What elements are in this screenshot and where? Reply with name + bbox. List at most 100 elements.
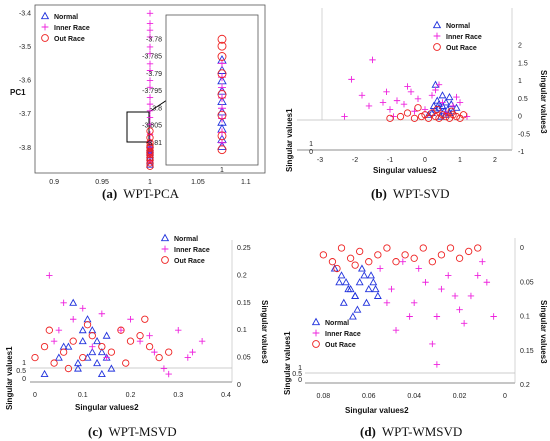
svd-point bbox=[456, 99, 464, 106]
legend-marker bbox=[40, 11, 50, 20]
pca-point bbox=[146, 100, 154, 108]
svd-point bbox=[435, 103, 443, 111]
msvd-point bbox=[59, 342, 68, 350]
pca-point bbox=[146, 94, 154, 101]
panel-d: Singular values2 Singular values1 Singul… bbox=[283, 238, 548, 415]
legend-label: Inner Race bbox=[54, 25, 90, 32]
wmsvd-point bbox=[437, 251, 446, 259]
wmsvd-point bbox=[392, 327, 400, 334]
svd-point bbox=[435, 81, 443, 88]
pca-point bbox=[146, 50, 154, 57]
pca-point bbox=[146, 121, 154, 128]
pca-point bbox=[146, 77, 154, 84]
legend-label: Normal bbox=[174, 236, 198, 243]
legend-label: Out Race bbox=[325, 342, 356, 349]
panel-a-marks bbox=[146, 10, 154, 170]
panel-a-zoom-box bbox=[126, 111, 150, 143]
inset-point bbox=[217, 69, 227, 79]
x-tick-label: 1 bbox=[458, 157, 462, 164]
y-tick-label: -3.6 bbox=[19, 78, 31, 85]
panel-a-inset-marks: -3.78 -3.785 -3.79 -3.795 -3.8 -3.805 -3.81 1 bbox=[142, 34, 227, 174]
panel-b: Singular values2 Singular values1 Singul… bbox=[285, 8, 548, 175]
svd-point bbox=[369, 56, 376, 64]
wmsvd-point bbox=[351, 261, 359, 269]
caption-d-text: WPT-WMSVD bbox=[382, 424, 462, 439]
msvd-point bbox=[60, 299, 67, 306]
pca-point bbox=[146, 10, 154, 17]
wmsvd-point bbox=[344, 284, 353, 293]
pca-point bbox=[146, 20, 154, 27]
wmsvd-point bbox=[353, 305, 362, 313]
y-tick-label: 0 bbox=[298, 377, 302, 384]
inset-y-tick-label: -3.795 bbox=[142, 88, 162, 95]
x-tick-label: 0.9 bbox=[49, 179, 59, 186]
caption-d-label: (d) bbox=[360, 424, 376, 439]
msvd-point bbox=[74, 358, 82, 367]
msvd-point bbox=[69, 337, 77, 345]
svd-point bbox=[438, 91, 447, 99]
msvd-point bbox=[31, 353, 39, 362]
z-tick-label: 2 bbox=[518, 43, 522, 50]
wmsvd-point bbox=[367, 271, 376, 279]
x-tick-label: -2 bbox=[352, 157, 358, 164]
inset-y-tick-label: -3.79 bbox=[146, 71, 162, 78]
msvd-point bbox=[107, 364, 116, 372]
svd-point bbox=[393, 97, 401, 104]
panel-b-ylabel: Singular values1 bbox=[285, 108, 294, 172]
y-tick-label: -3.8 bbox=[19, 145, 31, 152]
wmsvd-point bbox=[428, 258, 436, 266]
msvd-point bbox=[46, 272, 53, 279]
msvd-point bbox=[78, 326, 87, 334]
wmsvd-point bbox=[410, 254, 418, 262]
msvd-point bbox=[40, 369, 49, 378]
wmsvd-point bbox=[383, 299, 391, 306]
z-tick-label: 0.5 bbox=[518, 96, 528, 103]
wmsvd-point bbox=[415, 265, 422, 272]
x-tick-label: 0.4 bbox=[221, 392, 231, 399]
z-tick-label: 0.2 bbox=[520, 382, 530, 389]
svd-point bbox=[436, 112, 445, 120]
msvd-point bbox=[136, 332, 144, 340]
msvd-point bbox=[93, 358, 102, 367]
y-tick-label: 0.5 bbox=[16, 368, 26, 375]
svd-point bbox=[438, 111, 447, 119]
svd-point bbox=[442, 112, 450, 121]
caption-a: (a) WPT-PCA bbox=[102, 186, 180, 201]
msvd-point bbox=[160, 365, 168, 372]
caption-c: (c) WPT-MSVD bbox=[88, 424, 177, 439]
pca-point bbox=[146, 139, 154, 147]
svd-point bbox=[449, 111, 457, 119]
pca-point bbox=[146, 114, 154, 121]
x-tick-label: 0.3 bbox=[173, 392, 183, 399]
msvd-point bbox=[88, 347, 97, 356]
wmsvd-point bbox=[356, 247, 364, 256]
svd-point bbox=[396, 112, 405, 121]
z-tick-label: 1 bbox=[518, 78, 522, 85]
panel-c-zlabel: Singular values3 bbox=[260, 300, 269, 364]
x-tick-label: 0.2 bbox=[126, 392, 136, 399]
msvd-point bbox=[151, 348, 158, 356]
msvd-point bbox=[45, 326, 53, 334]
legend-marker bbox=[160, 233, 170, 242]
z-tick-label: 0.1 bbox=[237, 327, 247, 334]
caption-a-text: WPT-PCA bbox=[123, 186, 179, 201]
caption-c-label: (c) bbox=[88, 424, 102, 439]
inset-point bbox=[217, 145, 227, 155]
svd-point bbox=[459, 111, 468, 119]
wmsvd-point bbox=[328, 258, 337, 266]
wmsvd-point bbox=[401, 251, 409, 259]
legend-label: Normal bbox=[54, 14, 78, 21]
svd-point bbox=[414, 104, 422, 112]
caption-b-label: (b) bbox=[371, 186, 387, 201]
y-tick-label: -3.5 bbox=[19, 44, 31, 51]
msvd-point bbox=[60, 348, 68, 356]
svd-point bbox=[403, 109, 412, 117]
msvd-point bbox=[40, 342, 49, 351]
panel-b-marks bbox=[341, 56, 471, 122]
y-tick-label: 0.5 bbox=[292, 371, 302, 378]
wmsvd-point bbox=[419, 244, 427, 252]
caption-a-label: (a) bbox=[102, 186, 117, 201]
wmsvd-point bbox=[410, 299, 418, 306]
msvd-point bbox=[55, 327, 63, 334]
panel-b-ticks: -3 -2 -1 0 1 221.510.50-0.5-110 bbox=[309, 43, 530, 164]
